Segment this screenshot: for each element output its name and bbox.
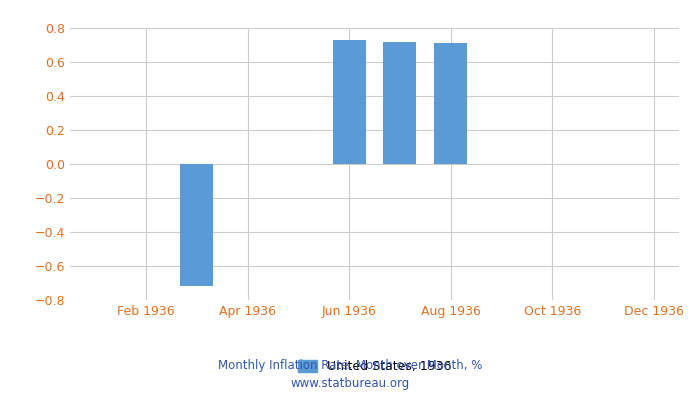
Text: Monthly Inflation Rate, Month over Month, %: Monthly Inflation Rate, Month over Month…: [218, 360, 482, 372]
Bar: [332, 40, 365, 164]
Bar: [384, 42, 416, 164]
Bar: [181, 164, 214, 286]
Bar: [434, 43, 467, 164]
Legend: United States, 1936: United States, 1936: [293, 355, 456, 378]
Text: www.statbureau.org: www.statbureau.org: [290, 378, 410, 390]
